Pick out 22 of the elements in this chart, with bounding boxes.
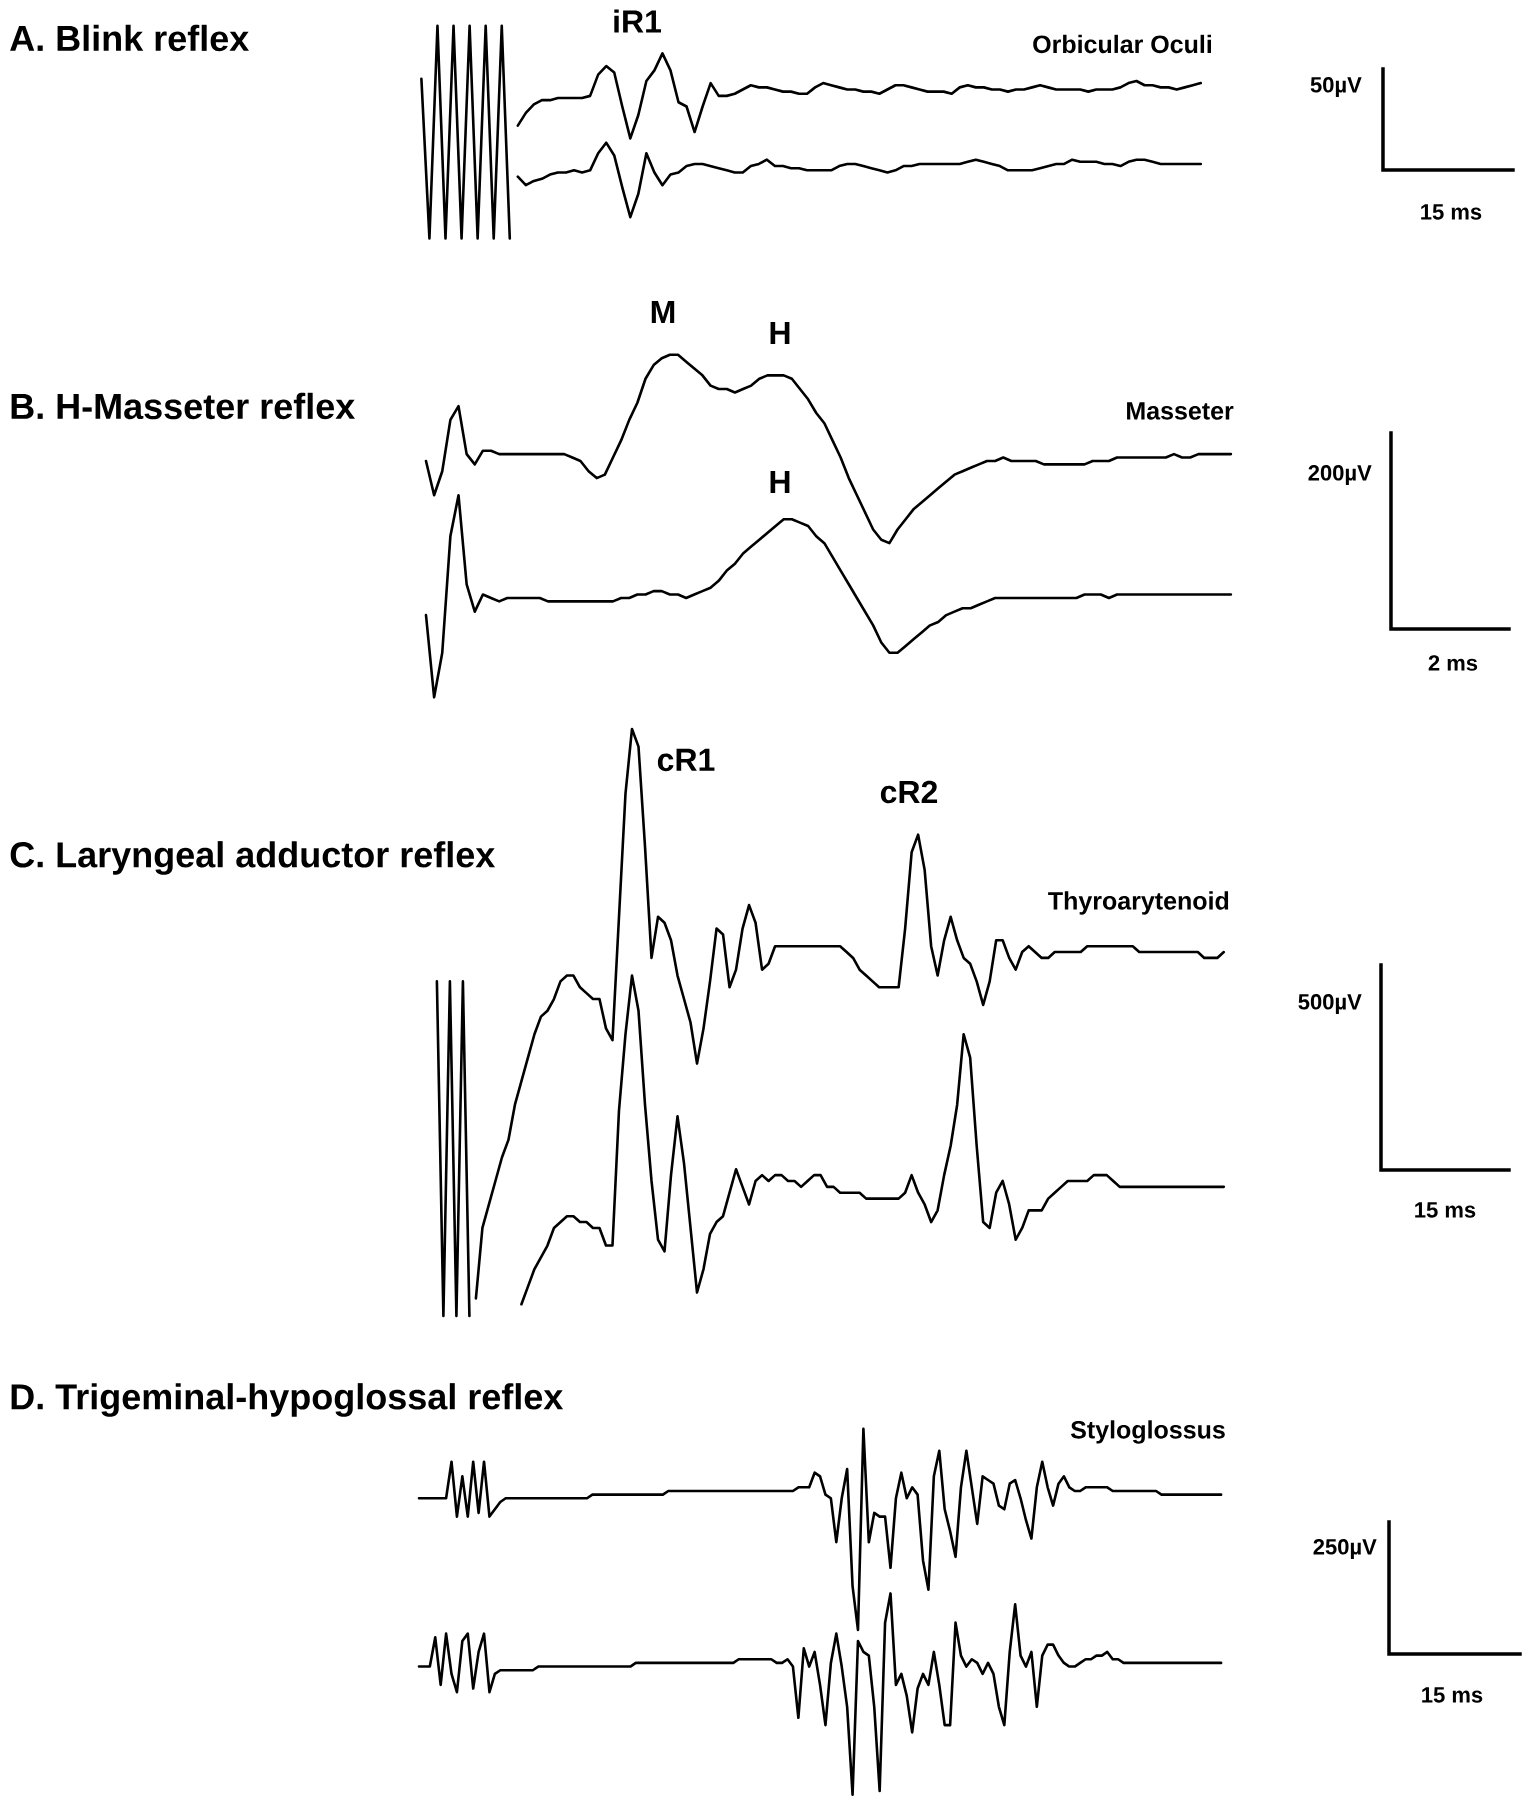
annotation: Orbicular Oculi — [1033, 34, 1212, 54]
annotation: cR2 — [880, 780, 938, 804]
chart-title: A. Blink reflex — [10, 24, 249, 52]
text: 15 ms — [1422, 1687, 1483, 1703]
text: 250µV — [1313, 1539, 1377, 1559]
annotation: iR1 — [614, 9, 661, 33]
annotation: Thyroarytenoid — [1048, 891, 1229, 915]
annotation: Styloglossus — [1070, 1420, 1225, 1444]
text: B. H-Masseter reflex — [11, 392, 356, 420]
text: 15 ms — [1415, 1202, 1476, 1218]
text: C. Laryngeal adductor reflex — [10, 841, 496, 875]
text: 2 ms — [1428, 655, 1478, 671]
text: 15 ms — [1421, 204, 1482, 220]
text: 200µV — [1308, 465, 1372, 485]
text: H — [770, 322, 790, 344]
annotation: H — [770, 470, 790, 493]
chart-title: D. Trigeminal-hypoglossal reflex — [11, 1383, 564, 1417]
text: M — [651, 301, 675, 323]
annotation: Masseter — [1127, 402, 1234, 420]
text: 50µV — [1310, 77, 1362, 97]
annotation: cR1 — [657, 748, 715, 772]
text: 500µV — [1298, 994, 1362, 1014]
